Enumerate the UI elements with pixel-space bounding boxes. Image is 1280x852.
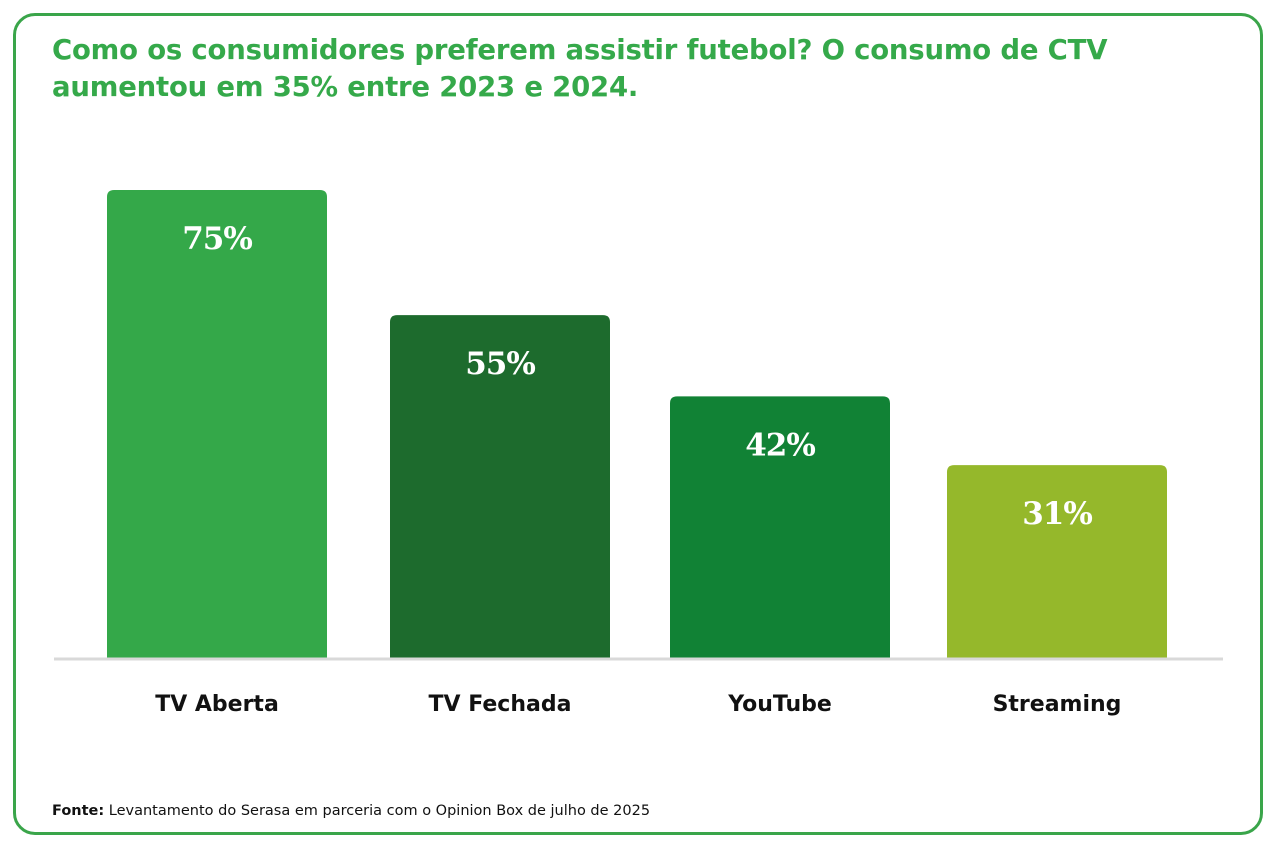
value-label: 55% <box>465 346 535 382</box>
value-label: 42% <box>745 427 815 463</box>
bar-tv-fechada <box>390 315 610 659</box>
source-label: Fonte: <box>52 803 105 819</box>
category-label: TV Aberta <box>155 692 279 717</box>
category-label: TV Fechada <box>429 692 572 717</box>
value-label: 31% <box>1022 496 1092 532</box>
bar-youtube <box>670 396 890 659</box>
bar-tv-aberta <box>107 190 327 659</box>
category-label: YouTube <box>727 692 832 717</box>
source-text: Levantamento do Serasa em parceria com o… <box>104 803 651 819</box>
bar-streaming <box>947 465 1167 659</box>
source-note: Fonte: Levantamento do Serasa em parceri… <box>52 803 650 819</box>
category-label: Streaming <box>993 692 1122 717</box>
chart-title: Como os consumidores preferem assistir f… <box>52 34 1108 103</box>
value-label: 75% <box>182 221 252 257</box>
